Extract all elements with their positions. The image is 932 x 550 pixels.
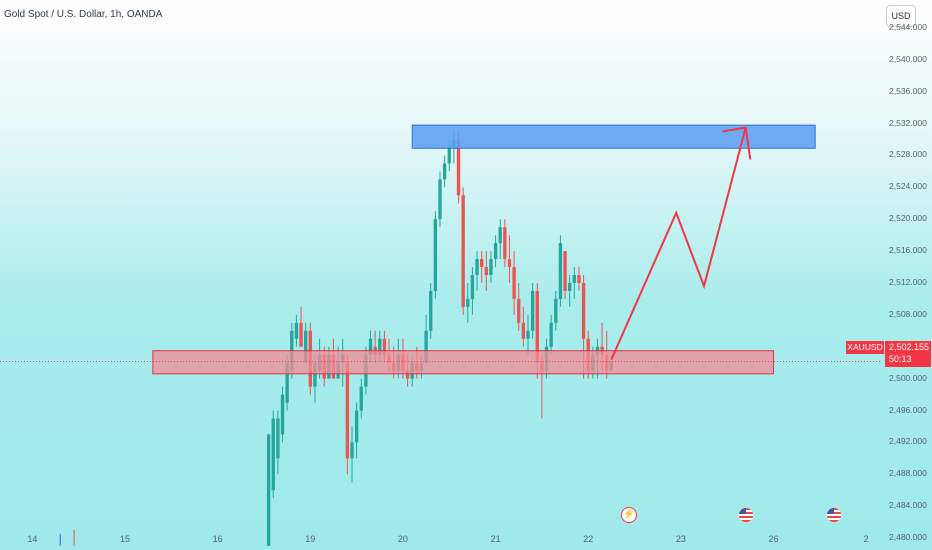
price-tick-label: 2,484.000 — [889, 500, 927, 511]
candle-body — [304, 330, 308, 363]
candle-body — [535, 290, 539, 363]
time-tick-label: 21 — [490, 534, 501, 544]
candle-body — [549, 322, 553, 347]
projection-arrowhead — [744, 127, 752, 160]
time-tick-label: 23 — [675, 534, 686, 544]
candle-body — [480, 259, 484, 268]
price-tick-label: 2,516.000 — [889, 245, 927, 256]
candle-body — [294, 322, 299, 339]
price-tick-label: 2,488.000 — [889, 468, 927, 479]
candle-body — [438, 179, 442, 220]
candle-body — [442, 163, 447, 180]
candle-body — [424, 330, 428, 363]
price-tick-label: 2,524.000 — [889, 181, 927, 192]
price-tick-label: 2,540.000 — [889, 53, 927, 64]
candle-body — [382, 338, 387, 355]
price-tick-label: 2,528.000 — [889, 149, 927, 160]
time-tick-label: 20 — [397, 534, 408, 544]
candle-body — [577, 275, 581, 283]
candle-body — [475, 259, 479, 275]
candle-body — [429, 290, 433, 331]
candle-body — [456, 139, 461, 196]
candle-body — [530, 290, 535, 331]
candle-body — [503, 227, 507, 260]
candle-body — [285, 362, 289, 403]
time-tick-label: 22 — [583, 534, 594, 544]
candle-body — [368, 338, 373, 355]
price-tick-label: 2,500.000 — [889, 372, 927, 383]
candle-body — [526, 330, 530, 339]
price-tick-label: 2,520.000 — [889, 213, 927, 224]
ticker-label: XAUUSD — [846, 341, 884, 354]
candle-body — [313, 362, 317, 387]
time-tick-label: 14 — [27, 534, 38, 544]
candle-body — [280, 394, 285, 435]
time-tick-label: 2 — [863, 534, 869, 544]
projection-arrowhead — [722, 126, 746, 133]
candle-body — [405, 370, 410, 379]
candle-body — [507, 259, 512, 268]
candle-body — [350, 442, 354, 459]
candle-body — [461, 195, 465, 307]
candle-body — [433, 219, 438, 291]
price-tick-label: 2,492.000 — [889, 436, 927, 447]
lightning-icon[interactable]: ⚡ — [621, 507, 637, 523]
candle-body — [354, 410, 359, 443]
time-tick-label: 26 — [768, 534, 779, 544]
us-flag-icon[interactable] — [738, 507, 754, 523]
time-tick-label: 15 — [120, 534, 131, 544]
us-flag-icon[interactable] — [826, 507, 842, 523]
price-tick-label: 2,532.000 — [889, 117, 927, 128]
candle-body — [299, 322, 303, 347]
candle-body — [554, 298, 558, 323]
candle-body — [266, 434, 271, 547]
candle-body — [470, 275, 475, 299]
price-tick-label: 2,480.000 — [889, 532, 927, 543]
price-tick-label: 2,512.000 — [889, 276, 927, 287]
candle-body — [581, 282, 586, 339]
bar-countdown: 50:13 — [889, 354, 912, 364]
symbol-title: Gold Spot / U.S. Dollar, 1h, OANDA — [4, 9, 163, 20]
price-tick-label: 2,536.000 — [889, 85, 927, 96]
candle-body — [558, 243, 563, 299]
candle-body — [359, 386, 363, 411]
time-tick-label: 16 — [212, 534, 223, 544]
resistance-zone — [411, 124, 816, 149]
candle-body — [572, 275, 576, 283]
candle-body — [563, 251, 567, 291]
candle-body — [466, 298, 470, 307]
candle-body — [517, 298, 521, 323]
candle-body — [568, 282, 572, 291]
candle-body — [493, 243, 498, 260]
candle-body — [378, 338, 382, 355]
price-tick-label: 2,544.000 — [889, 21, 927, 32]
candle-body — [484, 267, 488, 275]
current-price-value: 2,502.155 — [889, 342, 930, 352]
candle-body — [489, 259, 493, 275]
projection-path — [610, 127, 747, 360]
price-tick-label: 2,496.000 — [889, 404, 927, 415]
current-price-label: 2,502.155 50:13 — [885, 341, 931, 367]
support-zone — [152, 350, 774, 375]
currency-button[interactable]: USD — [886, 5, 916, 27]
candle-body — [345, 362, 350, 459]
candle-body — [521, 322, 526, 339]
candle-body — [498, 227, 502, 244]
candle-body — [276, 418, 280, 459]
candle-body — [447, 147, 451, 164]
candle-body — [512, 267, 516, 299]
candle-body — [271, 418, 275, 491]
time-tick-label: 19 — [305, 534, 316, 544]
price-tick-label: 2,508.000 — [889, 308, 927, 319]
